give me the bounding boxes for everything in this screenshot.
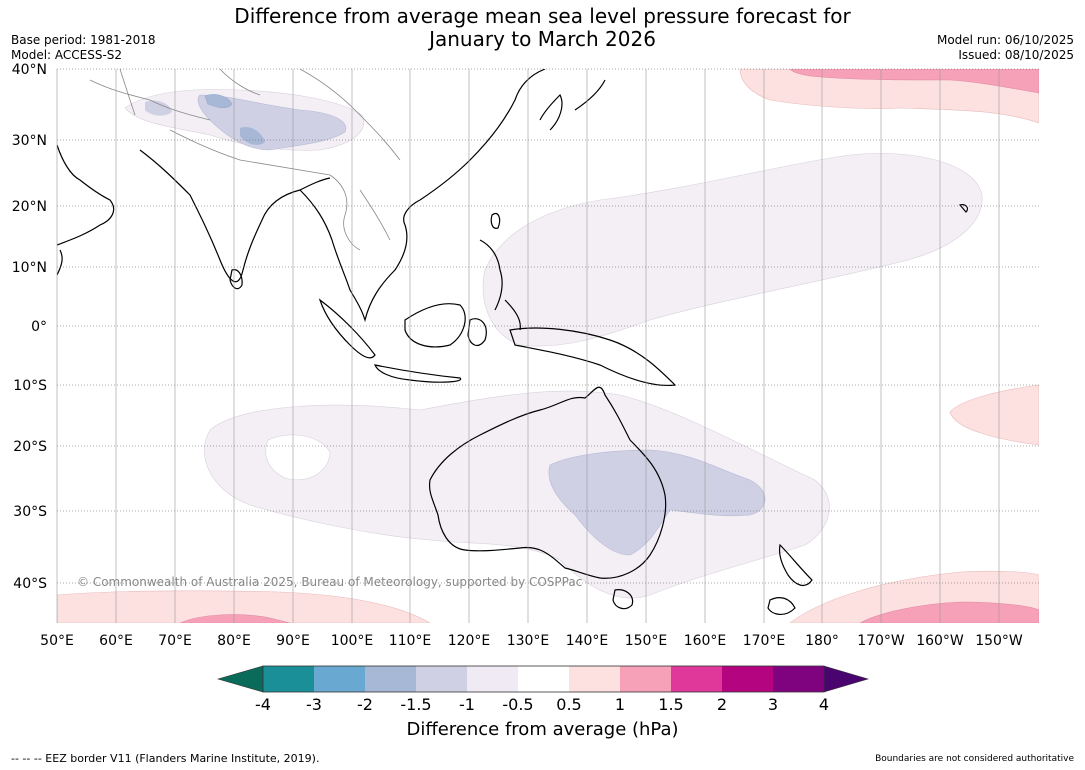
lat-label: 20°N <box>12 199 47 215</box>
anomaly-region-plus05-east <box>949 384 1039 446</box>
colorbar-tick: 3 <box>768 695 778 714</box>
lat-label: 30°N <box>12 133 47 149</box>
anomaly-region-plus1-north <box>789 69 1039 94</box>
lat-label: 10°N <box>12 260 47 276</box>
anomaly-region-plus1-south-east <box>859 601 1039 623</box>
lon-label: 180° <box>805 633 839 649</box>
lat-label: 10°S <box>13 378 47 394</box>
colorbar-tick: -2 <box>357 695 373 714</box>
colorbar-tick: 1.5 <box>658 695 683 714</box>
lon-label: 90°E <box>276 633 310 649</box>
colorbar-cell <box>620 666 671 692</box>
model-run: Model run: 06/10/2025 <box>936 33 1074 47</box>
eez-legend: -- -- -- EEZ border V11 (Flanders Marine… <box>11 752 320 765</box>
anomaly-region-plus05-south-west <box>57 590 431 623</box>
colorbar-tick: -1.5 <box>400 695 431 714</box>
anomaly-region-minus05-south <box>204 390 830 599</box>
colorbar-cell <box>416 666 467 692</box>
lon-label: 170°E <box>743 633 786 649</box>
colorbar-frame <box>262 665 825 693</box>
colorbar-cell <box>569 666 620 692</box>
lat-label: 20°S <box>13 439 47 455</box>
colorbar-tick: -1 <box>459 695 475 714</box>
lon-label: 170°W <box>857 633 905 649</box>
colorbar-cell <box>823 665 870 693</box>
lon-label: 140°E <box>566 633 609 649</box>
colorbar-tick: 2 <box>717 695 727 714</box>
colorbar-title: Difference from average (hPa) <box>406 719 679 740</box>
longitude-labels: 50°E 60°E 70°E 80°E 90°E 100°E 110°E 120… <box>40 633 1023 649</box>
colorbar-tick: 1 <box>615 695 625 714</box>
lon-label: 120°E <box>448 633 491 649</box>
colorbar-tick: -4 <box>255 695 271 714</box>
anomaly-region-minus15-asia <box>204 94 233 109</box>
lon-label: 100°E <box>331 633 374 649</box>
colorbar-tick: 4 <box>819 695 829 714</box>
anomaly-region-minus1-australia <box>548 449 766 556</box>
lat-label: 40°N <box>12 62 47 78</box>
lon-label: 130°E <box>507 633 550 649</box>
country-borders <box>89 69 401 251</box>
model-name: Model: ACCESS-S2 <box>11 48 123 62</box>
issued-date: Issued: 08/10/2025 <box>958 48 1074 62</box>
colorbar-cell <box>365 666 416 692</box>
base-period: Base period: 1981-2018 <box>11 33 156 47</box>
meridians <box>56 69 1000 623</box>
chart-title-line2: January to March 2026 <box>429 27 656 51</box>
lon-label: 160°E <box>684 633 727 649</box>
colorbar-cell <box>314 666 365 692</box>
colorbar-cell <box>467 666 518 692</box>
colorbar-cell <box>216 665 264 693</box>
chart-title-line1: Difference from average mean sea level p… <box>234 4 851 28</box>
lon-label: 50°E <box>40 633 74 649</box>
lon-label: 60°E <box>99 633 133 649</box>
colorbar-tick: 0.5 <box>556 695 581 714</box>
lon-label: 150°W <box>975 633 1023 649</box>
lon-label: 150°E <box>625 633 668 649</box>
map-copyright: © Commonwealth of Australia 2025, Bureau… <box>77 575 582 589</box>
lat-label: 40°S <box>13 576 47 592</box>
anomaly-region-minus05-pacific <box>482 153 983 347</box>
colorbar: -4 -3 -2 -1.5 -1 -0.5 0.5 1 1.5 2 3 4 <box>216 665 870 714</box>
colorbar-cell <box>722 666 773 692</box>
lat-label: 0° <box>31 319 47 335</box>
coastlines <box>57 69 969 615</box>
anomaly-region-plus1-south-west <box>179 614 291 623</box>
colorbar-cell <box>263 666 314 692</box>
lon-label: 110°E <box>389 633 432 649</box>
colorbar-tick: -3 <box>306 695 322 714</box>
latitude-labels: 40°N 30°N 20°N 10°N 0° 10°S 20°S 30°S 40… <box>12 62 47 592</box>
colorbar-tick: -0.5 <box>502 695 533 714</box>
colorbar-cell <box>671 666 722 692</box>
boundaries-disclaimer: Boundaries are not considered authoritat… <box>875 754 1074 764</box>
anomaly-region-plus05-north <box>739 69 1039 124</box>
colorbar-cell <box>773 666 824 692</box>
lon-label: 80°E <box>217 633 251 649</box>
lon-label: 70°E <box>158 633 192 649</box>
colorbar-cell <box>518 666 569 692</box>
lon-label: 160°W <box>916 633 964 649</box>
lat-label: 30°S <box>13 504 47 520</box>
